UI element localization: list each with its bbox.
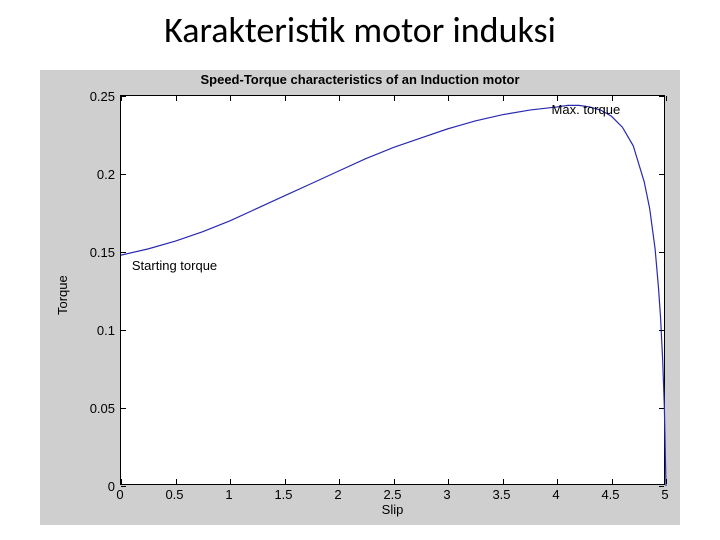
xtick-label: 3.5 xyxy=(482,487,522,502)
y-axis-label: Torque xyxy=(55,275,70,315)
xtick-top xyxy=(285,96,286,101)
xtick-top xyxy=(339,96,340,101)
x-axis-label: Slip xyxy=(120,502,665,517)
xtick xyxy=(339,479,340,484)
xtick-label: 0.5 xyxy=(155,487,195,502)
ytick-label: 0.25 xyxy=(70,89,115,104)
ytick-right xyxy=(659,330,664,331)
xtick-label: 4.5 xyxy=(591,487,631,502)
ytick-label: 0.2 xyxy=(70,167,115,182)
xtick-label: 2.5 xyxy=(373,487,413,502)
xtick xyxy=(176,479,177,484)
ytick xyxy=(121,252,126,253)
xtick-label: 1.5 xyxy=(264,487,304,502)
ytick-label: 0.15 xyxy=(70,245,115,260)
slide-title: Karakteristik motor induksi xyxy=(0,8,720,52)
ytick xyxy=(121,408,126,409)
ytick-right xyxy=(659,96,664,97)
ytick-right xyxy=(659,174,664,175)
xtick-top xyxy=(448,96,449,101)
xtick-top xyxy=(666,96,667,101)
xtick-top xyxy=(230,96,231,101)
xtick-top xyxy=(557,96,558,101)
xtick-label: 1 xyxy=(209,487,249,502)
xtick-top xyxy=(503,96,504,101)
xtick xyxy=(557,479,558,484)
chart-annotation: Starting torque xyxy=(132,258,217,273)
xtick-label: 2 xyxy=(318,487,358,502)
xtick-label: 3 xyxy=(427,487,467,502)
plot-area: Max. torque Starting torque xyxy=(120,95,665,485)
xtick xyxy=(666,479,667,484)
figure-area: Speed-Torque characteristics of an Induc… xyxy=(40,70,680,525)
xtick xyxy=(612,479,613,484)
xtick xyxy=(394,479,395,484)
curve-path xyxy=(121,105,666,486)
torque-curve xyxy=(121,96,666,486)
chart-annotation: Max. torque xyxy=(552,102,621,117)
ytick xyxy=(121,174,126,175)
xtick xyxy=(448,479,449,484)
xtick-top xyxy=(394,96,395,101)
xtick xyxy=(285,479,286,484)
ytick xyxy=(121,96,126,97)
xtick xyxy=(503,479,504,484)
xtick-label: 5 xyxy=(645,487,685,502)
ytick-right xyxy=(659,408,664,409)
xtick-top xyxy=(176,96,177,101)
xtick xyxy=(230,479,231,484)
ytick-label: 0.1 xyxy=(70,323,115,338)
xtick xyxy=(121,479,122,484)
ytick-right xyxy=(659,252,664,253)
chart-title: Speed-Torque characteristics of an Induc… xyxy=(40,72,680,87)
ytick-label: 0.05 xyxy=(70,401,115,416)
xtick-top xyxy=(612,96,613,101)
xtick-label: 4 xyxy=(536,487,576,502)
xtick-label: 0 xyxy=(100,487,140,502)
ytick xyxy=(121,330,126,331)
